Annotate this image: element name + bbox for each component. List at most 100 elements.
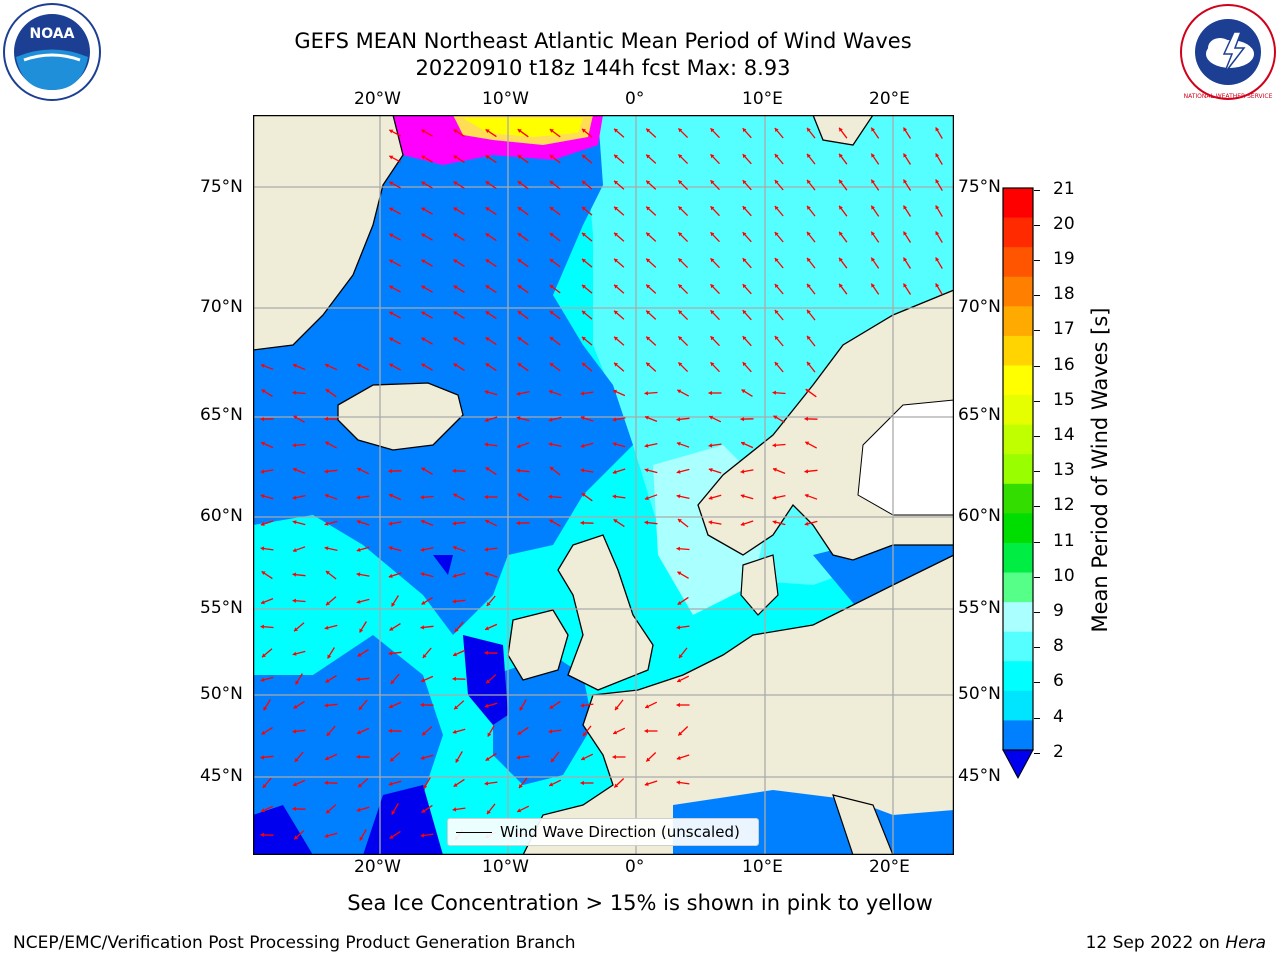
- wind-wave-arrow: [774, 127, 784, 139]
- colorbar-tick-mark: [1034, 295, 1040, 296]
- colorbar-tick-mark: [1034, 225, 1040, 226]
- wind-wave-arrow: [260, 597, 274, 605]
- wind-wave-arrow: [580, 753, 594, 761]
- wind-wave-arrow: [804, 520, 818, 526]
- wind-wave-arrow: [644, 468, 658, 474]
- wind-wave-arrow: [388, 129, 402, 137]
- wind-wave-arrow: [806, 335, 816, 347]
- wind-wave-arrow: [548, 779, 562, 787]
- wind-wave-arrow: [420, 702, 434, 707]
- wind-wave-arrow: [484, 572, 498, 578]
- wind-wave-arrow: [838, 231, 848, 243]
- wind-wave-arrow: [293, 701, 305, 709]
- wind-wave-arrow: [804, 469, 818, 474]
- wind-wave-arrow: [613, 180, 625, 190]
- wind-wave-arrow: [484, 623, 498, 631]
- wind-wave-arrow: [774, 283, 784, 295]
- wind-wave-arrow: [549, 154, 561, 164]
- wind-wave-arrow: [581, 258, 593, 268]
- wind-wave-arrow: [870, 231, 880, 243]
- wind-wave-arrow: [677, 596, 689, 606]
- wind-wave-arrow: [262, 777, 272, 789]
- wind-wave-arrow: [326, 725, 336, 737]
- wind-wave-arrow: [549, 258, 561, 268]
- wind-wave-arrow: [517, 258, 529, 268]
- wind-wave-arrow: [548, 416, 562, 422]
- colorbar-extend-arrow: [1002, 749, 1034, 780]
- colorbar-label: Mean Period of Wind Waves [s]: [1088, 307, 1112, 633]
- colorbar-segment: [1003, 454, 1033, 485]
- wind-wave-arrow: [710, 361, 720, 373]
- wind-wave-arrow: [391, 595, 399, 607]
- wind-wave-arrow: [676, 780, 690, 785]
- wind-wave-arrow: [677, 361, 689, 373]
- wind-wave-arrow: [549, 519, 561, 527]
- wind-wave-arrow: [292, 729, 306, 734]
- lat-label-left-4: 55°N: [200, 598, 243, 618]
- colorbar-tick-label: 21: [1053, 179, 1075, 199]
- wind-wave-arrow: [708, 468, 722, 474]
- wind-wave-arrow: [708, 443, 722, 448]
- wind-wave-arrow: [774, 309, 784, 321]
- wind-wave-arrow: [324, 703, 338, 708]
- wind-wave-arrow: [710, 231, 720, 243]
- wind-wave-arrow: [452, 649, 466, 657]
- wind-wave-arrow: [261, 570, 273, 580]
- wind-wave-arrow: [676, 702, 690, 708]
- wind-wave-arrow: [260, 494, 274, 500]
- wind-wave-arrow: [806, 153, 816, 165]
- wind-wave-arrow: [388, 521, 402, 526]
- svg-text:NOAA: NOAA: [30, 26, 75, 42]
- lat-label-right-0: 75°N: [958, 177, 1001, 197]
- wind-wave-arrow: [421, 597, 433, 605]
- svg-text:NATIONAL WEATHER SERVICE: NATIONAL WEATHER SERVICE: [1184, 93, 1273, 100]
- wind-wave-arrow: [324, 416, 338, 421]
- wind-wave-arrow: [292, 520, 306, 526]
- colorbar-segment: [1003, 513, 1033, 544]
- wind-wave-arrow: [453, 207, 465, 215]
- wind-wave-arrow: [324, 441, 338, 449]
- wind-wave-arrow: [645, 284, 657, 294]
- wind-wave-arrow: [325, 675, 337, 683]
- wind-wave-arrow: [388, 233, 402, 241]
- wind-wave-arrow: [645, 180, 657, 190]
- wind-wave-arrow: [902, 231, 912, 243]
- wind-wave-arrow: [421, 233, 433, 241]
- wind-wave-arrow: [580, 391, 594, 396]
- wind-wave-arrow: [580, 780, 594, 786]
- lon-label-top-3: 10°E: [742, 89, 783, 109]
- legend-label: Wind Wave Direction (unscaled): [500, 823, 740, 841]
- wind-wave-arrow: [549, 310, 561, 320]
- wind-wave-arrow: [935, 283, 943, 295]
- wind-wave-arrow: [388, 651, 402, 656]
- colorbar-tick-label: 14: [1053, 425, 1075, 445]
- wind-wave-arrow: [420, 675, 434, 683]
- wind-wave-arrow: [388, 469, 402, 474]
- wind-wave-arrow: [677, 205, 689, 217]
- wind-wave-arrow: [581, 310, 593, 320]
- colorbar-segment: [1003, 217, 1033, 248]
- wind-wave-arrow: [292, 806, 306, 811]
- wind-wave-arrow: [485, 466, 497, 476]
- wind-wave-arrow: [806, 361, 816, 373]
- wind-wave-arrow: [388, 493, 402, 501]
- wind-wave-arrow: [453, 778, 465, 788]
- wind-wave-arrow: [806, 205, 816, 217]
- wind-wave-arrow: [356, 598, 370, 604]
- wind-wave-arrow: [388, 780, 402, 786]
- wind-wave-arrow: [613, 232, 625, 242]
- colorbar-segment: [1003, 690, 1033, 721]
- wind-wave-arrow: [293, 622, 305, 632]
- wind-wave-arrow: [517, 206, 529, 216]
- wind-wave-arrow: [902, 257, 912, 269]
- nws-logo: NATIONAL WEATHER SERVICE: [1178, 2, 1278, 102]
- wind-wave-arrow: [902, 127, 912, 139]
- wind-wave-arrow: [388, 207, 402, 215]
- wind-wave-arrow: [838, 179, 848, 191]
- lat-label-left-0: 75°N: [200, 177, 243, 197]
- wind-wave-arrow: [485, 128, 497, 138]
- wind-wave-arrow: [293, 830, 305, 840]
- wind-wave-arrow: [580, 520, 594, 525]
- wind-wave-arrow: [260, 832, 274, 837]
- wind-wave-arrow: [356, 677, 370, 682]
